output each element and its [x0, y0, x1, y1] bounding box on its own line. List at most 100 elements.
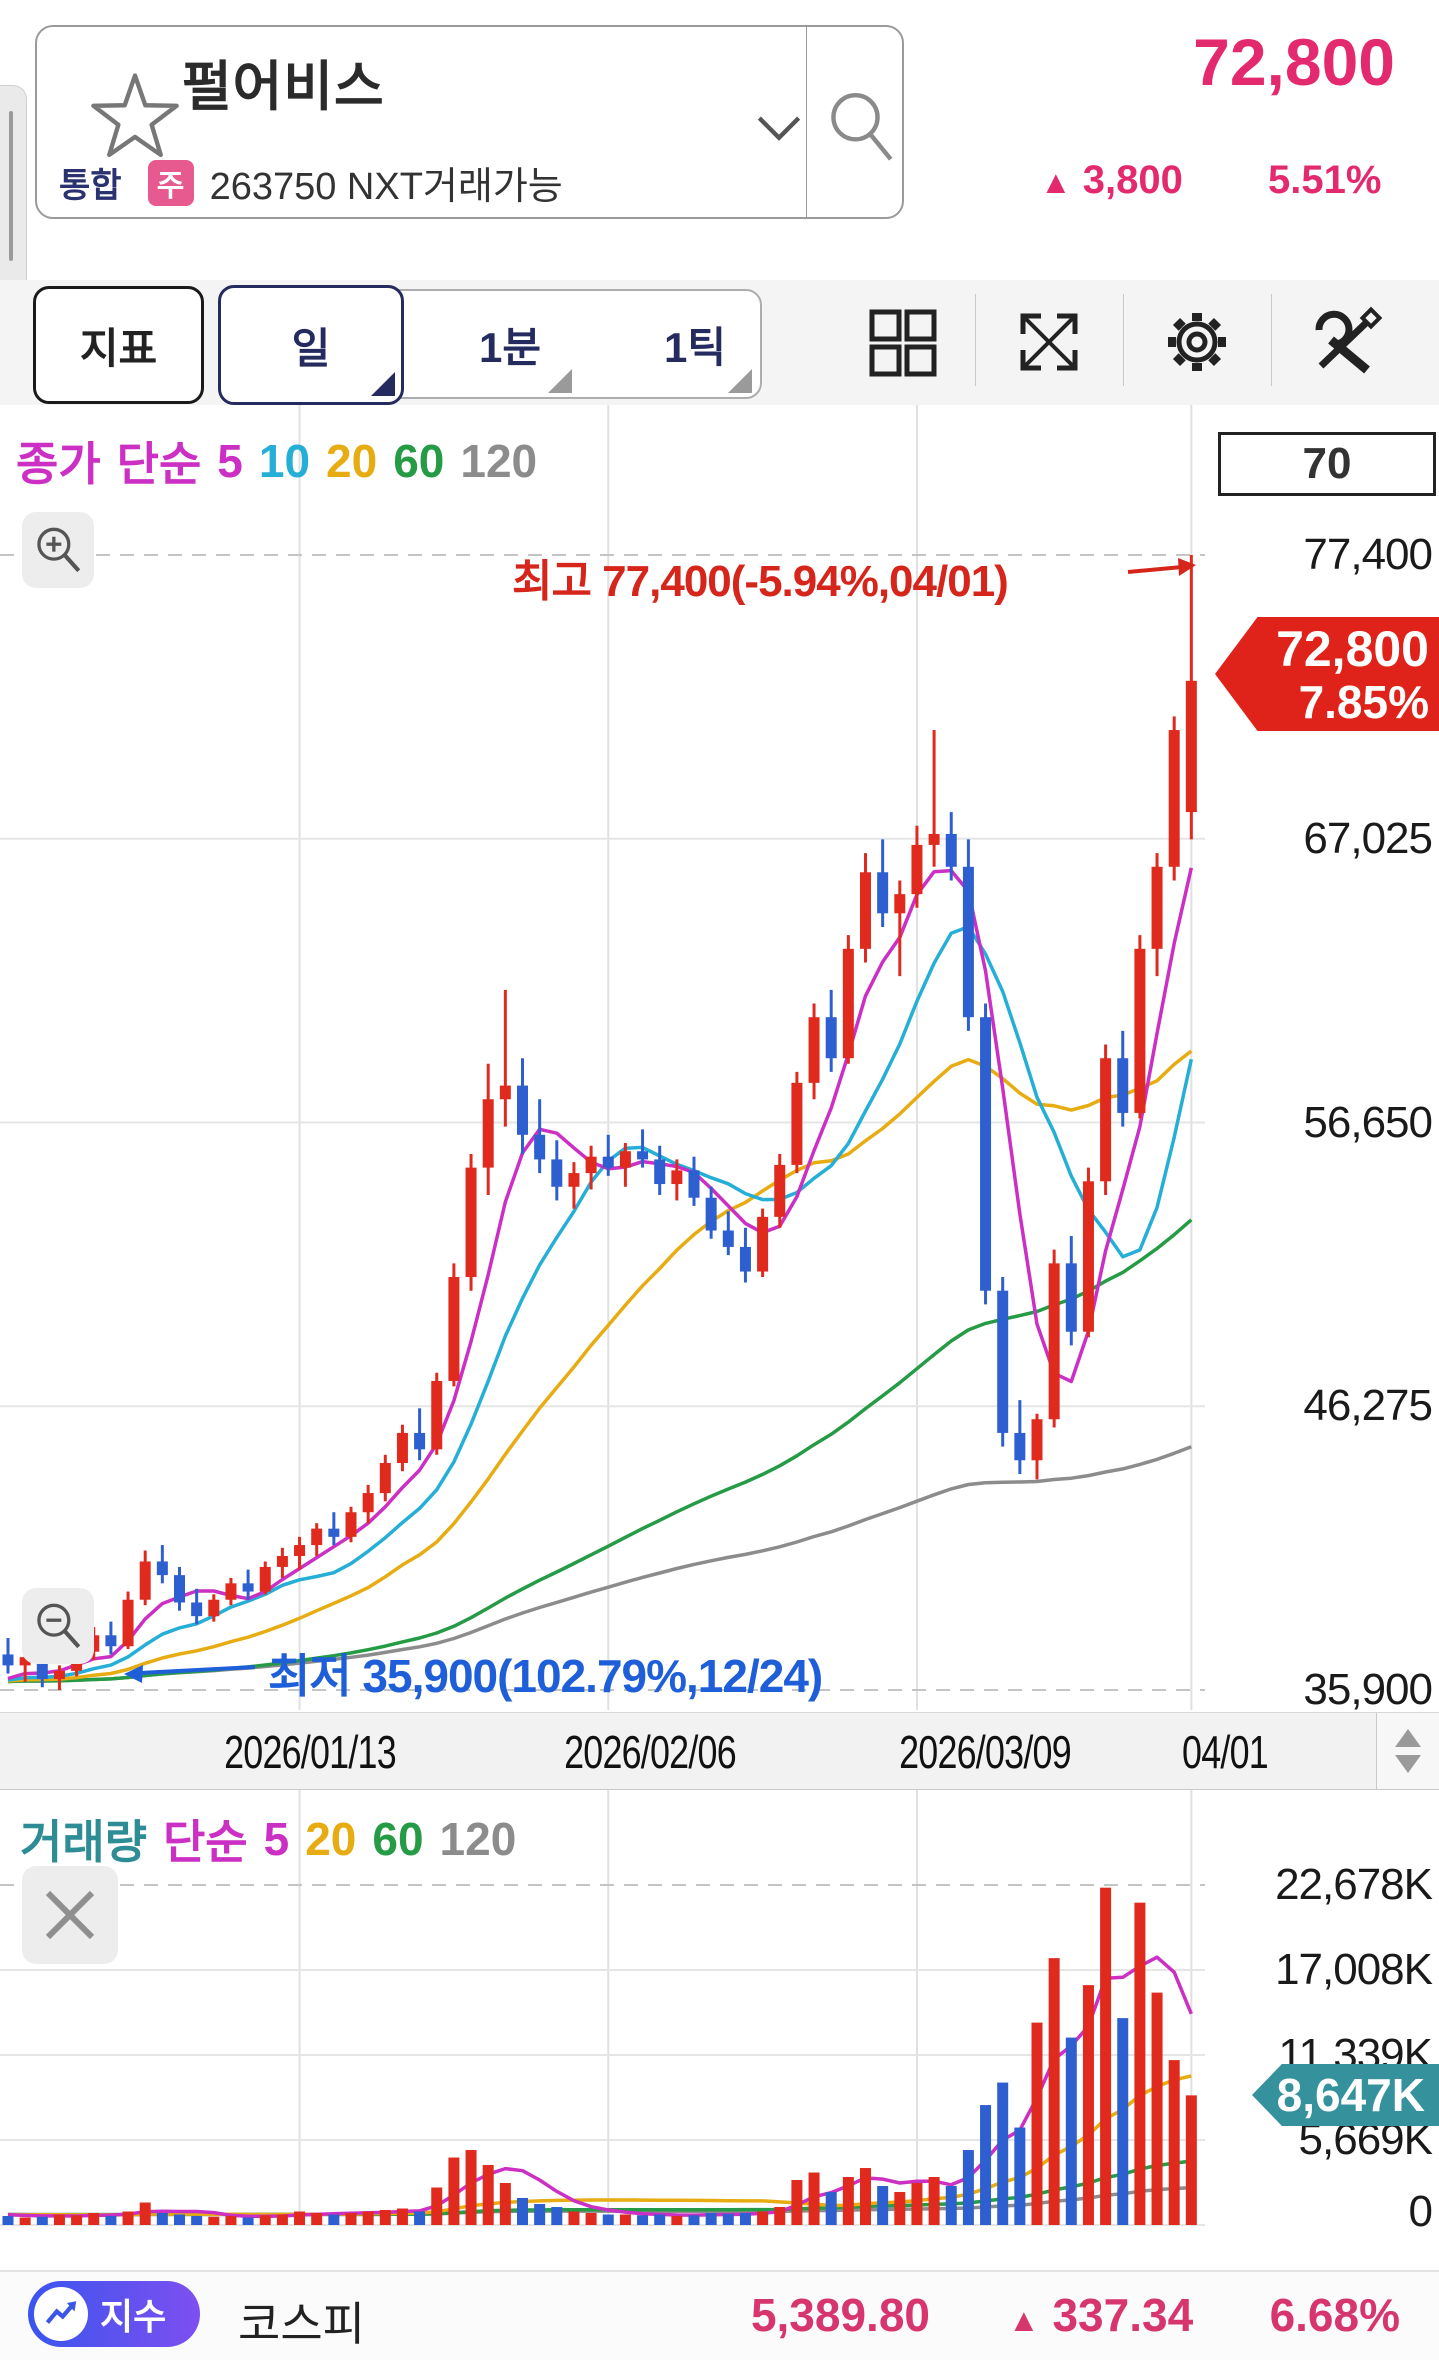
- candle-body: [1031, 1419, 1043, 1461]
- close-volume-button[interactable]: [22, 1866, 118, 1964]
- candle-body: [2, 1654, 14, 1666]
- volume-bar: [808, 2172, 820, 2225]
- zoom-out-button[interactable]: [22, 1588, 94, 1664]
- volume-bar: [962, 2150, 974, 2225]
- date-label: 2026/01/13: [224, 1726, 397, 1778]
- volume-bar: [791, 2180, 803, 2225]
- volume-bar: [191, 2216, 203, 2225]
- candle-body: [122, 1599, 134, 1647]
- volume-bar: [499, 2183, 511, 2225]
- date-label: 04/01: [1182, 1726, 1269, 1778]
- index-badge-circle: [34, 2287, 88, 2341]
- candle-body: [242, 1583, 254, 1592]
- expand-icon[interactable]: [1009, 302, 1089, 382]
- volume-bar: [174, 2214, 185, 2225]
- candle-body: [739, 1246, 751, 1272]
- price-chart-canvas[interactable]: [0, 405, 1205, 1710]
- toolbar-divider: [975, 294, 976, 386]
- volume-legend-item: 단순: [162, 1816, 248, 1868]
- axis-tick-label: 0: [1408, 2187, 1433, 2236]
- volume-bar: [1117, 2018, 1129, 2225]
- volume-bar: [945, 2186, 957, 2225]
- candle-body: [791, 1082, 803, 1165]
- volume-bar: [688, 2215, 700, 2225]
- zoom-in-button[interactable]: [22, 512, 94, 588]
- stock-code: 263750 NXT거래가능: [209, 166, 563, 208]
- candle-body: [894, 894, 906, 914]
- candle-body: [705, 1197, 717, 1231]
- candle-body: [551, 1159, 563, 1187]
- candle-body: [568, 1173, 580, 1187]
- grid-layout-icon[interactable]: [862, 302, 942, 382]
- volume-legend-item: 5: [263, 1813, 290, 1865]
- volume-bar: [1014, 2127, 1026, 2225]
- candle-body: [808, 1017, 820, 1083]
- volume-bar: [465, 2150, 477, 2225]
- volume-bar: [311, 2213, 323, 2225]
- spinner-up-icon[interactable]: [1395, 1729, 1421, 1747]
- candle-count-box[interactable]: 70: [1218, 432, 1436, 496]
- candle-body: [1100, 1058, 1112, 1182]
- spinner-down-icon[interactable]: [1395, 1755, 1421, 1773]
- zoom-out-icon: [37, 1603, 81, 1649]
- volume-bar: [877, 2186, 889, 2225]
- index-bottom-bar[interactable]: 지수 코스피 5,389.80 ▲ 337.34 6.68%: [0, 2270, 1439, 2360]
- price-legend-item: 60: [393, 435, 445, 487]
- candle-body: [19, 1657, 31, 1666]
- price-legend-item: 종가: [16, 438, 101, 490]
- candle-body: [860, 872, 871, 949]
- candle-body: [431, 1380, 443, 1450]
- volume-bar: [534, 2204, 546, 2225]
- volume-legend-item: 거래량: [20, 1816, 147, 1868]
- price-change-pct: 5.51%: [1268, 158, 1382, 202]
- index-change: ▲ 337.34: [1008, 2289, 1194, 2341]
- zoom-in-icon: [37, 527, 81, 573]
- gear-icon[interactable]: [1157, 302, 1237, 382]
- change-arrow-icon: ▲: [1040, 164, 1072, 200]
- volume-bar: [602, 2214, 614, 2225]
- search-scope-label[interactable]: 통합: [59, 167, 122, 205]
- candle-body: [465, 1167, 477, 1278]
- candle-body: [174, 1575, 185, 1603]
- chevron-down-icon[interactable]: [755, 113, 803, 145]
- volume-bar: [1168, 2060, 1180, 2225]
- candle-body: [1014, 1432, 1026, 1461]
- stock-search-card[interactable]: 펄어비스 통합 주 263750 NXT거래가능: [35, 25, 904, 219]
- chart-toolbar: 지표 1분 1틱 일: [0, 280, 1439, 405]
- timeframe-1min-button[interactable]: 1분: [479, 323, 541, 371]
- volume-bar: [328, 2214, 340, 2225]
- volume-legend-item: 60: [372, 1813, 424, 1865]
- price-legend-item: 5: [217, 435, 243, 487]
- volume-bar: [345, 2213, 357, 2225]
- volume-ma-line-20: [7, 2074, 1192, 2217]
- candle-body: [294, 1545, 306, 1556]
- candle-body: [1082, 1181, 1094, 1332]
- tools-icon[interactable]: [1305, 302, 1385, 382]
- volume-bar: [1031, 2022, 1043, 2225]
- search-icon[interactable]: [822, 82, 900, 168]
- volume-axis: 22,678K 17,008K 11,339K 5,669K 0: [1205, 1790, 1439, 2268]
- candle-body: [1185, 680, 1197, 813]
- favorite-star-icon[interactable]: [89, 69, 181, 161]
- timeframe-day-button[interactable]: 일: [218, 285, 404, 405]
- volume-ma-line-5: [7, 1955, 1193, 2219]
- indicator-button[interactable]: 지표: [33, 286, 204, 404]
- date-axis[interactable]: 2026/01/13 2026/02/06 2026/03/09 04/01: [0, 1712, 1439, 1790]
- index-badge[interactable]: 지수: [28, 2281, 200, 2347]
- axis-tick-label: 77,400: [1303, 530, 1433, 579]
- candle-body: [602, 1156, 614, 1168]
- high-arrow: [1127, 565, 1183, 574]
- candle-body: [1151, 866, 1163, 949]
- volume-bar: [842, 2177, 854, 2225]
- stock-type-badge: 주: [147, 159, 194, 206]
- axis-spinner[interactable]: [1376, 1713, 1439, 1789]
- axis-tick-label: 46,275: [1303, 1381, 1433, 1431]
- date-label: 2026/03/09: [899, 1726, 1072, 1778]
- candle-body: [517, 1085, 528, 1135]
- volume-bar: [517, 2198, 528, 2225]
- ma-line-60: [7, 1218, 1193, 1684]
- volume-bar: [36, 2216, 48, 2225]
- volume-chart-canvas[interactable]: [0, 1790, 1205, 2268]
- candle-body: [1134, 948, 1146, 1113]
- timeframe-1tick-button[interactable]: 1틱: [664, 323, 726, 371]
